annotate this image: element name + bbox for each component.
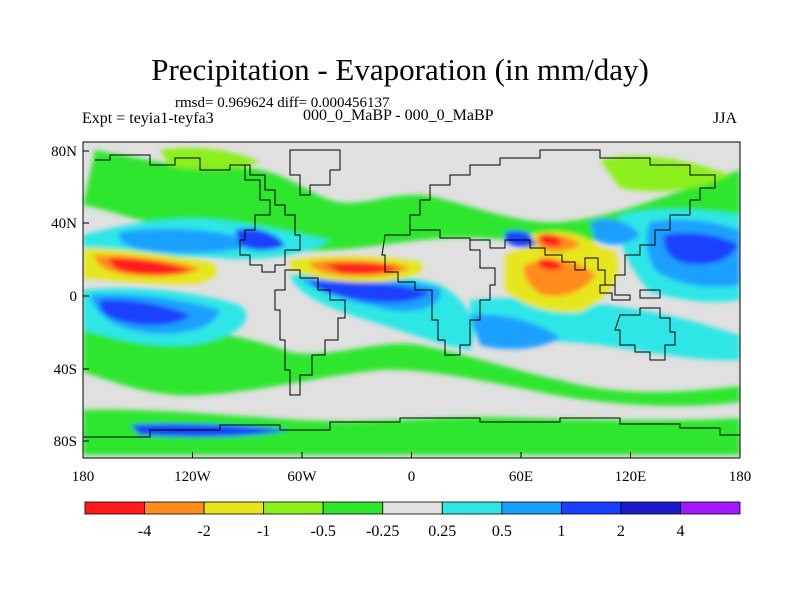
map-panel (82, 141, 741, 459)
contour-red-asia (540, 234, 562, 247)
season-label: JJA (713, 110, 738, 127)
rmsd-stats: rmsd= 0.969624 diff= 0.000456137 (175, 95, 390, 111)
contour-red-pacific (109, 258, 190, 275)
y-tick-label: 80S (54, 434, 77, 450)
contour-blue-pacific-north (119, 228, 261, 254)
y-tick-label: 40N (51, 216, 77, 232)
experiment-label: Expt = teyia1-teyfa3 (82, 110, 214, 127)
coast-south-america (274, 269, 346, 396)
contour-green-antarctic (83, 409, 740, 455)
contour-lightgreen-asia (600, 155, 730, 192)
x-tick-label: 120W (174, 469, 212, 485)
coastlines (83, 149, 740, 438)
experiment-subtitle: 000_0_MaBP - 000_0_MaBP (303, 107, 494, 124)
coast-australia (614, 307, 676, 361)
contour-green-south (83, 326, 740, 406)
colorbar-label: 4 (676, 523, 684, 540)
colorbar-label: 0.25 (428, 523, 456, 540)
contour-darkblue-america (235, 228, 285, 251)
colorbar (84, 501, 741, 515)
colorbar-swatch (620, 501, 681, 515)
x-tick-label: 180 (729, 469, 752, 485)
x-tick-label: 180 (72, 469, 95, 485)
coast-maritime (599, 284, 661, 301)
contour-red-arabia (538, 258, 562, 271)
contour-darkblue-pacific (99, 299, 190, 326)
colorbar-label: -4 (138, 523, 151, 540)
colorbar-label: -1 (257, 523, 270, 540)
x-tick-label: 120E (615, 469, 647, 485)
colorbar-label: -2 (197, 523, 210, 540)
colorbar-swatch (263, 501, 324, 515)
colorbar-label: -0.25 (366, 523, 399, 540)
contour-blue-asia (590, 219, 640, 245)
colorbar-label: 0.5 (492, 523, 512, 540)
coast-antarctica (83, 417, 740, 438)
x-tick-label: 0 (408, 469, 416, 485)
y-tick-label: 40S (54, 362, 77, 378)
contour-blue-africa-south (470, 314, 560, 350)
colorbar-label: 2 (617, 523, 625, 540)
colorbar-swatch (560, 501, 622, 515)
colorbar-swatch (501, 501, 562, 515)
colorbar-swatch (203, 501, 265, 515)
colorbar-label: -0.5 (311, 523, 336, 540)
contour-red-atlantic (325, 263, 400, 274)
y-axis-labels: 80N 40N 0 40S 80S (51, 144, 77, 450)
contour-orange-arabia (524, 259, 595, 296)
colorbar-swatch (322, 501, 384, 515)
coast-north-america (95, 154, 301, 273)
colorbar-swatch (382, 501, 443, 515)
colorbar-swatch (84, 501, 145, 515)
x-tick-label: 60W (287, 469, 317, 485)
colorbar-swatch (441, 501, 503, 515)
coast-eurasia (409, 149, 716, 286)
y-tick-label: 0 (70, 289, 78, 305)
precip-evap-field (83, 147, 740, 455)
contour-lightgreen-arctic (160, 147, 260, 170)
contour-darkblue-westpac (664, 233, 738, 265)
y-tick-label: 80N (51, 144, 77, 160)
contour-darkblue-atlantic (310, 281, 430, 303)
coast-greenland (289, 149, 341, 196)
colorbar-swatch (680, 501, 741, 515)
colorbar-label: 1 (557, 523, 565, 540)
colorbar-labels: -4 -2 -1 -0.5 -0.25 0.25 0.5 1 2 4 (138, 523, 685, 540)
x-axis-labels: 180 120W 60W 0 60E 120E 180 (72, 469, 752, 485)
x-tick-label: 60E (509, 469, 533, 485)
coast-africa (381, 229, 496, 356)
chart-title: Precipitation - Evaporation (in mm/day) (151, 52, 649, 87)
axis-ticks (82, 150, 741, 458)
colorbar-swatch (144, 501, 205, 515)
